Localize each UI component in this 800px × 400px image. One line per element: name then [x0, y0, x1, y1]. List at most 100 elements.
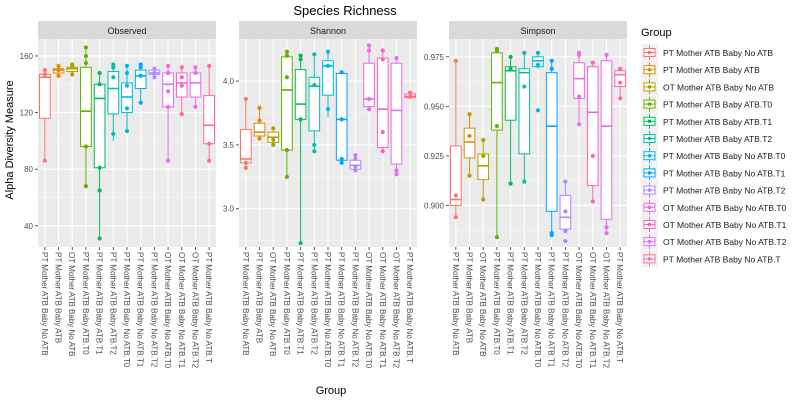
data-point: [467, 133, 472, 139]
legend-key-point: [647, 85, 652, 89]
data-point: [243, 96, 248, 102]
data-point: [42, 68, 47, 73]
legend-label: PT Mother ATB Baby ATB.T0: [663, 100, 772, 110]
x-tick-label: PT Mother ATB Baby No ATB: [241, 252, 250, 356]
box-pt-mother-atb-baby-atb-t0: [80, 45, 92, 189]
legend-item: PT Mother ATB Baby ATB.T2: [641, 130, 772, 147]
data-point: [576, 94, 582, 99]
data-point: [312, 142, 317, 148]
facet-observed: Observed 40 80 120 160 PT Mother ATB Baby No …: [20, 21, 216, 369]
data-point: [257, 105, 262, 111]
data-point: [207, 63, 212, 68]
data-point: [366, 107, 372, 112]
data-point: [179, 75, 184, 80]
legend-key-point: [647, 188, 652, 192]
x-tick-label: OT Mother ATB Baby No ATB.T1: [378, 252, 387, 369]
box-body: [518, 68, 531, 155]
box-body: [308, 76, 321, 132]
data-point: [124, 128, 130, 134]
legend-key-point: [647, 205, 652, 210]
data-point: [111, 62, 116, 67]
x-tick-label: PT Mother ATB Baby ATB.T0: [492, 252, 501, 355]
x-tick-label: OT Mother ATB Baby No ATB.T0: [364, 252, 373, 369]
data-point: [325, 63, 331, 68]
data-point: [481, 137, 486, 143]
box-body: [240, 129, 252, 164]
data-point: [563, 209, 568, 214]
data-point: [394, 172, 399, 177]
facet-simpson: Simpson 0.900 0.925 0.950 0.975 PT Mother ATB…: [424, 21, 627, 369]
data-point: [165, 70, 171, 76]
box-body: [281, 56, 293, 151]
box-ot-mother-atb-baby-no-atb-t0: [573, 50, 585, 127]
data-point: [494, 46, 500, 52]
data-point: [70, 72, 75, 77]
box-body: [134, 69, 147, 90]
data-point: [618, 96, 623, 101]
data-point: [138, 100, 143, 105]
data-point: [380, 130, 385, 135]
legend-key-point: [647, 171, 652, 175]
data-point: [152, 75, 157, 80]
data-point: [366, 96, 372, 102]
y-tick-label: 3.5: [223, 141, 235, 150]
box-pt-mother-atb-baby-atb-t1: [294, 53, 307, 246]
box-pt-mother-atb-baby-no-atb-t2: [349, 153, 362, 173]
data-point: [152, 66, 157, 71]
data-point: [535, 50, 541, 55]
data-point: [243, 165, 248, 170]
data-point: [298, 241, 303, 246]
x-axis-label: Group: [316, 385, 347, 397]
legend-key-point: [647, 67, 652, 72]
x-tick-label: PT Mother ATB Baby ATB.T2: [108, 252, 117, 355]
data-point: [284, 147, 290, 153]
data-point: [124, 106, 130, 111]
x-tick-label: PT Mother ATB Baby No ATB.T1: [337, 252, 346, 368]
legend-item: PT Mother ATB Baby No ATB.T: [641, 250, 781, 268]
legend-label: OT Mother ATB Baby No ATB.T1: [663, 220, 787, 230]
legend-key-point: [647, 239, 652, 244]
data-point: [83, 45, 89, 50]
legend-item: PT Mother ATB Baby No ATB.T1: [641, 164, 786, 182]
box-pt-mother-atb-baby-no-atb-t: [614, 66, 626, 101]
box-pt-mother-atb-baby-atb-t2: [308, 52, 321, 154]
data-point: [394, 56, 399, 61]
legend-title: Group: [641, 27, 672, 39]
data-point: [271, 126, 276, 131]
data-point: [312, 82, 317, 88]
box-body: [450, 145, 462, 206]
data-point: [325, 49, 331, 54]
legend-label: OT Mother ATB Baby No ATB.T0: [663, 203, 787, 213]
box-ot-mother-atb-baby-no-atb-t1: [175, 65, 188, 117]
data-point: [366, 43, 372, 48]
y-tick-label: 4.0: [223, 77, 235, 86]
data-point: [494, 234, 500, 240]
data-point: [298, 117, 303, 122]
y-tick-label: 0.900: [424, 201, 445, 210]
box-pt-mother-atb-baby-no-atb-t: [203, 63, 215, 163]
box-body: [335, 72, 348, 161]
data-point: [207, 141, 212, 146]
data-point: [408, 94, 413, 99]
data-point: [97, 188, 102, 193]
box-pt-mother-atb-baby-atb-t1: [504, 54, 517, 186]
facet-strip: [38, 21, 216, 39]
data-point: [467, 112, 472, 117]
data-point: [284, 53, 290, 58]
data-point: [97, 165, 102, 170]
data-point: [179, 65, 184, 70]
x-tick-label: OT Mother ATB Baby No ATB.T1: [588, 252, 597, 369]
data-point: [508, 54, 513, 59]
legend-label: PT Mother ATB Baby ATB.T1: [663, 117, 772, 127]
facet-strip: [449, 21, 627, 39]
legend-key-point: [647, 257, 652, 261]
box-body: [189, 72, 202, 98]
data-point: [124, 70, 130, 76]
box-body: [586, 66, 599, 187]
box-pt-mother-atb-baby-no-atb-t0: [121, 63, 133, 134]
legend-key-point: [647, 136, 652, 141]
data-point: [97, 236, 102, 241]
data-point: [124, 63, 130, 68]
x-tick-label: PT Mother ATB Baby No ATB.T2: [560, 252, 569, 368]
